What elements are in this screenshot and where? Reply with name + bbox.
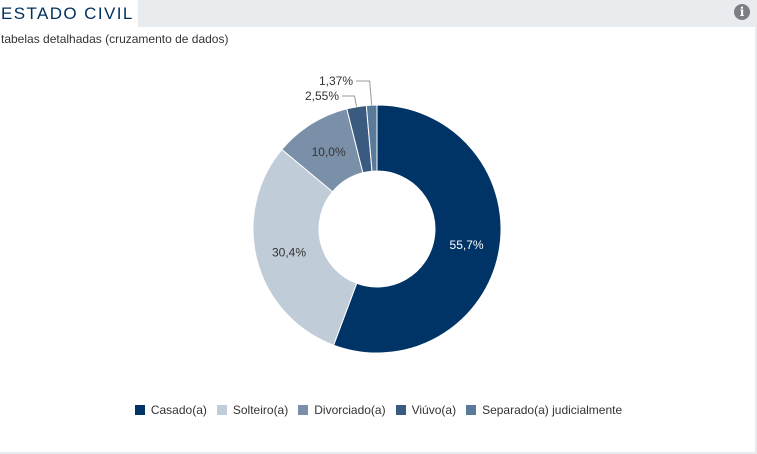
slice-0[interactable] <box>332 104 502 354</box>
legend-swatch-2 <box>298 405 309 415</box>
leader-line-3 <box>342 95 357 107</box>
data-label-3: 2,55% <box>305 89 339 103</box>
slice-1[interactable] <box>252 148 358 346</box>
data-label-0: 55,7% <box>450 238 484 252</box>
chart-subtitle[interactable]: tabelas detalhadas (cruzamento de dados) <box>1 32 229 46</box>
legend-swatch-3 <box>395 405 406 415</box>
legend-item-3[interactable]: Viúvo(a) <box>395 403 457 417</box>
data-label-4: 1,37% <box>319 74 353 88</box>
slice-4[interactable] <box>365 104 378 172</box>
chart-title: ESTADO CIVIL <box>1 4 134 23</box>
legend-label-1: Solteiro(a) <box>232 403 289 417</box>
chart-legend: Casado(a) Solteiro(a) Divorciado(a) Viúvo(a… <box>0 403 757 417</box>
info-icon[interactable]: i <box>734 4 750 20</box>
panel-border-bottom <box>0 452 757 454</box>
legend-swatch-1 <box>216 405 227 415</box>
legend-item-1[interactable]: Solteiro(a) <box>216 403 289 417</box>
legend-label-0: Casado(a) <box>150 403 207 417</box>
legend-label-4: Separado(a) judicialmente <box>482 403 623 417</box>
data-label-2: 10,0% <box>312 145 346 159</box>
legend-item-2[interactable]: Divorciado(a) <box>298 403 386 417</box>
legend-label-2: Divorciado(a) <box>314 403 386 417</box>
legend-label-3: Viúvo(a) <box>411 403 457 417</box>
data-label-1: 30,4% <box>272 245 306 259</box>
chart-header: ESTADO CIVIL i <box>0 0 757 27</box>
panel-border-right <box>755 27 757 454</box>
title-box: ESTADO CIVIL <box>0 0 138 27</box>
legend-swatch-4 <box>466 405 477 415</box>
legend-item-0[interactable]: Casado(a) <box>134 403 207 417</box>
legend-item-4[interactable]: Separado(a) judicialmente <box>466 403 622 417</box>
legend-swatch-0 <box>134 405 145 415</box>
leader-line-4 <box>356 80 373 106</box>
